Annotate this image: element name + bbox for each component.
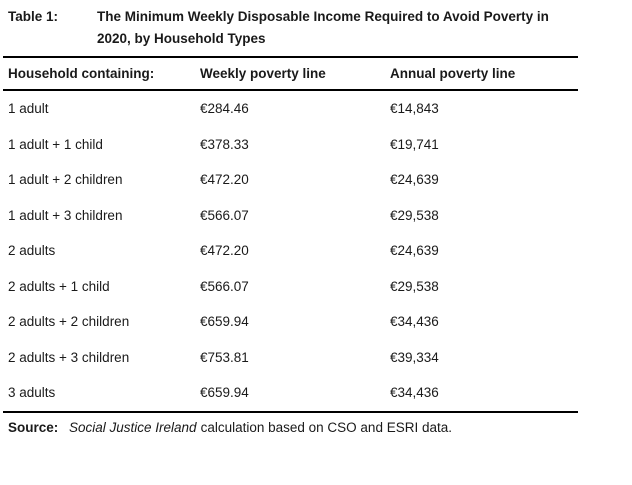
- weekly-cell: €284.46: [200, 101, 249, 117]
- annual-cell: €39,334: [390, 349, 439, 365]
- table-row: 2 adults + 3 children €753.81 €39,334: [3, 340, 578, 376]
- annual-cell: €19,741: [390, 136, 439, 152]
- column-header-weekly: Weekly poverty line: [200, 66, 326, 81]
- column-header-household: Household containing:: [8, 66, 155, 81]
- annual-cell: €24,639: [390, 243, 439, 259]
- table-row: 1 adult €284.46 €14,843: [3, 91, 578, 127]
- household-cell: 1 adult + 1 child: [8, 136, 103, 152]
- source-text: calculation based on CSO and ESRI data.: [200, 419, 452, 435]
- annual-cell: €29,538: [390, 278, 439, 294]
- source-organization: Social Justice Ireland: [69, 419, 197, 435]
- annual-cell: €34,436: [390, 314, 439, 330]
- table-row: 3 adults €659.94 €34,436: [3, 375, 578, 411]
- household-cell: 3 adults: [8, 385, 56, 401]
- household-cell: 1 adult: [8, 101, 49, 117]
- weekly-cell: €566.07: [200, 278, 249, 294]
- household-cell: 1 adult + 3 children: [8, 207, 123, 223]
- table-row: 2 adults + 2 children €659.94 €34,436: [3, 304, 578, 340]
- weekly-cell: €378.33: [200, 136, 249, 152]
- weekly-cell: €472.20: [200, 172, 249, 188]
- weekly-cell: €659.94: [200, 385, 249, 401]
- table-body: 1 adult €284.46 €14,843 1 adult + 1 chil…: [3, 91, 578, 411]
- household-cell: 2 adults: [8, 243, 56, 259]
- annual-cell: €34,436: [390, 385, 439, 401]
- annual-cell: €14,843: [390, 101, 439, 117]
- weekly-cell: €753.81: [200, 349, 249, 365]
- household-cell: 2 adults + 3 children: [8, 349, 130, 365]
- weekly-cell: €659.94: [200, 314, 249, 330]
- table-row: 2 adults + 1 child €566.07 €29,538: [3, 269, 578, 305]
- table-row: 2 adults €472.20 €24,639: [3, 233, 578, 269]
- annual-cell: €29,538: [390, 207, 439, 223]
- weekly-cell: €472.20: [200, 243, 249, 259]
- title-line-1: The Minimum Weekly Disposable Income Req…: [97, 9, 549, 24]
- table-header-row: Household containing: Weekly poverty lin…: [3, 56, 578, 91]
- table-row: 1 adult + 3 children €566.07 €29,538: [3, 198, 578, 234]
- table-row: 1 adult + 2 children €472.20 €24,639: [3, 162, 578, 198]
- weekly-cell: €566.07: [200, 207, 249, 223]
- table-row: 1 adult + 1 child €378.33 €19,741: [3, 127, 578, 163]
- annual-cell: €24,639: [390, 172, 439, 188]
- table-title-text: The Minimum Weekly Disposable Income Req…: [97, 6, 569, 50]
- household-cell: 2 adults + 2 children: [8, 314, 130, 330]
- table-number-label: Table 1:: [8, 9, 59, 24]
- table-title: Table 1: The Minimum Weekly Disposable I…: [8, 6, 569, 50]
- title-line-2: 2020, by Household Types: [97, 31, 266, 46]
- column-header-annual: Annual poverty line: [390, 66, 516, 81]
- source-label: Source:: [8, 419, 59, 435]
- household-cell: 2 adults + 1 child: [8, 278, 110, 294]
- source-note: Source: Social Justice Ireland calculation…: [3, 410, 578, 435]
- household-cell: 1 adult + 2 children: [8, 172, 123, 188]
- poverty-table: Household containing: Weekly poverty lin…: [3, 56, 578, 435]
